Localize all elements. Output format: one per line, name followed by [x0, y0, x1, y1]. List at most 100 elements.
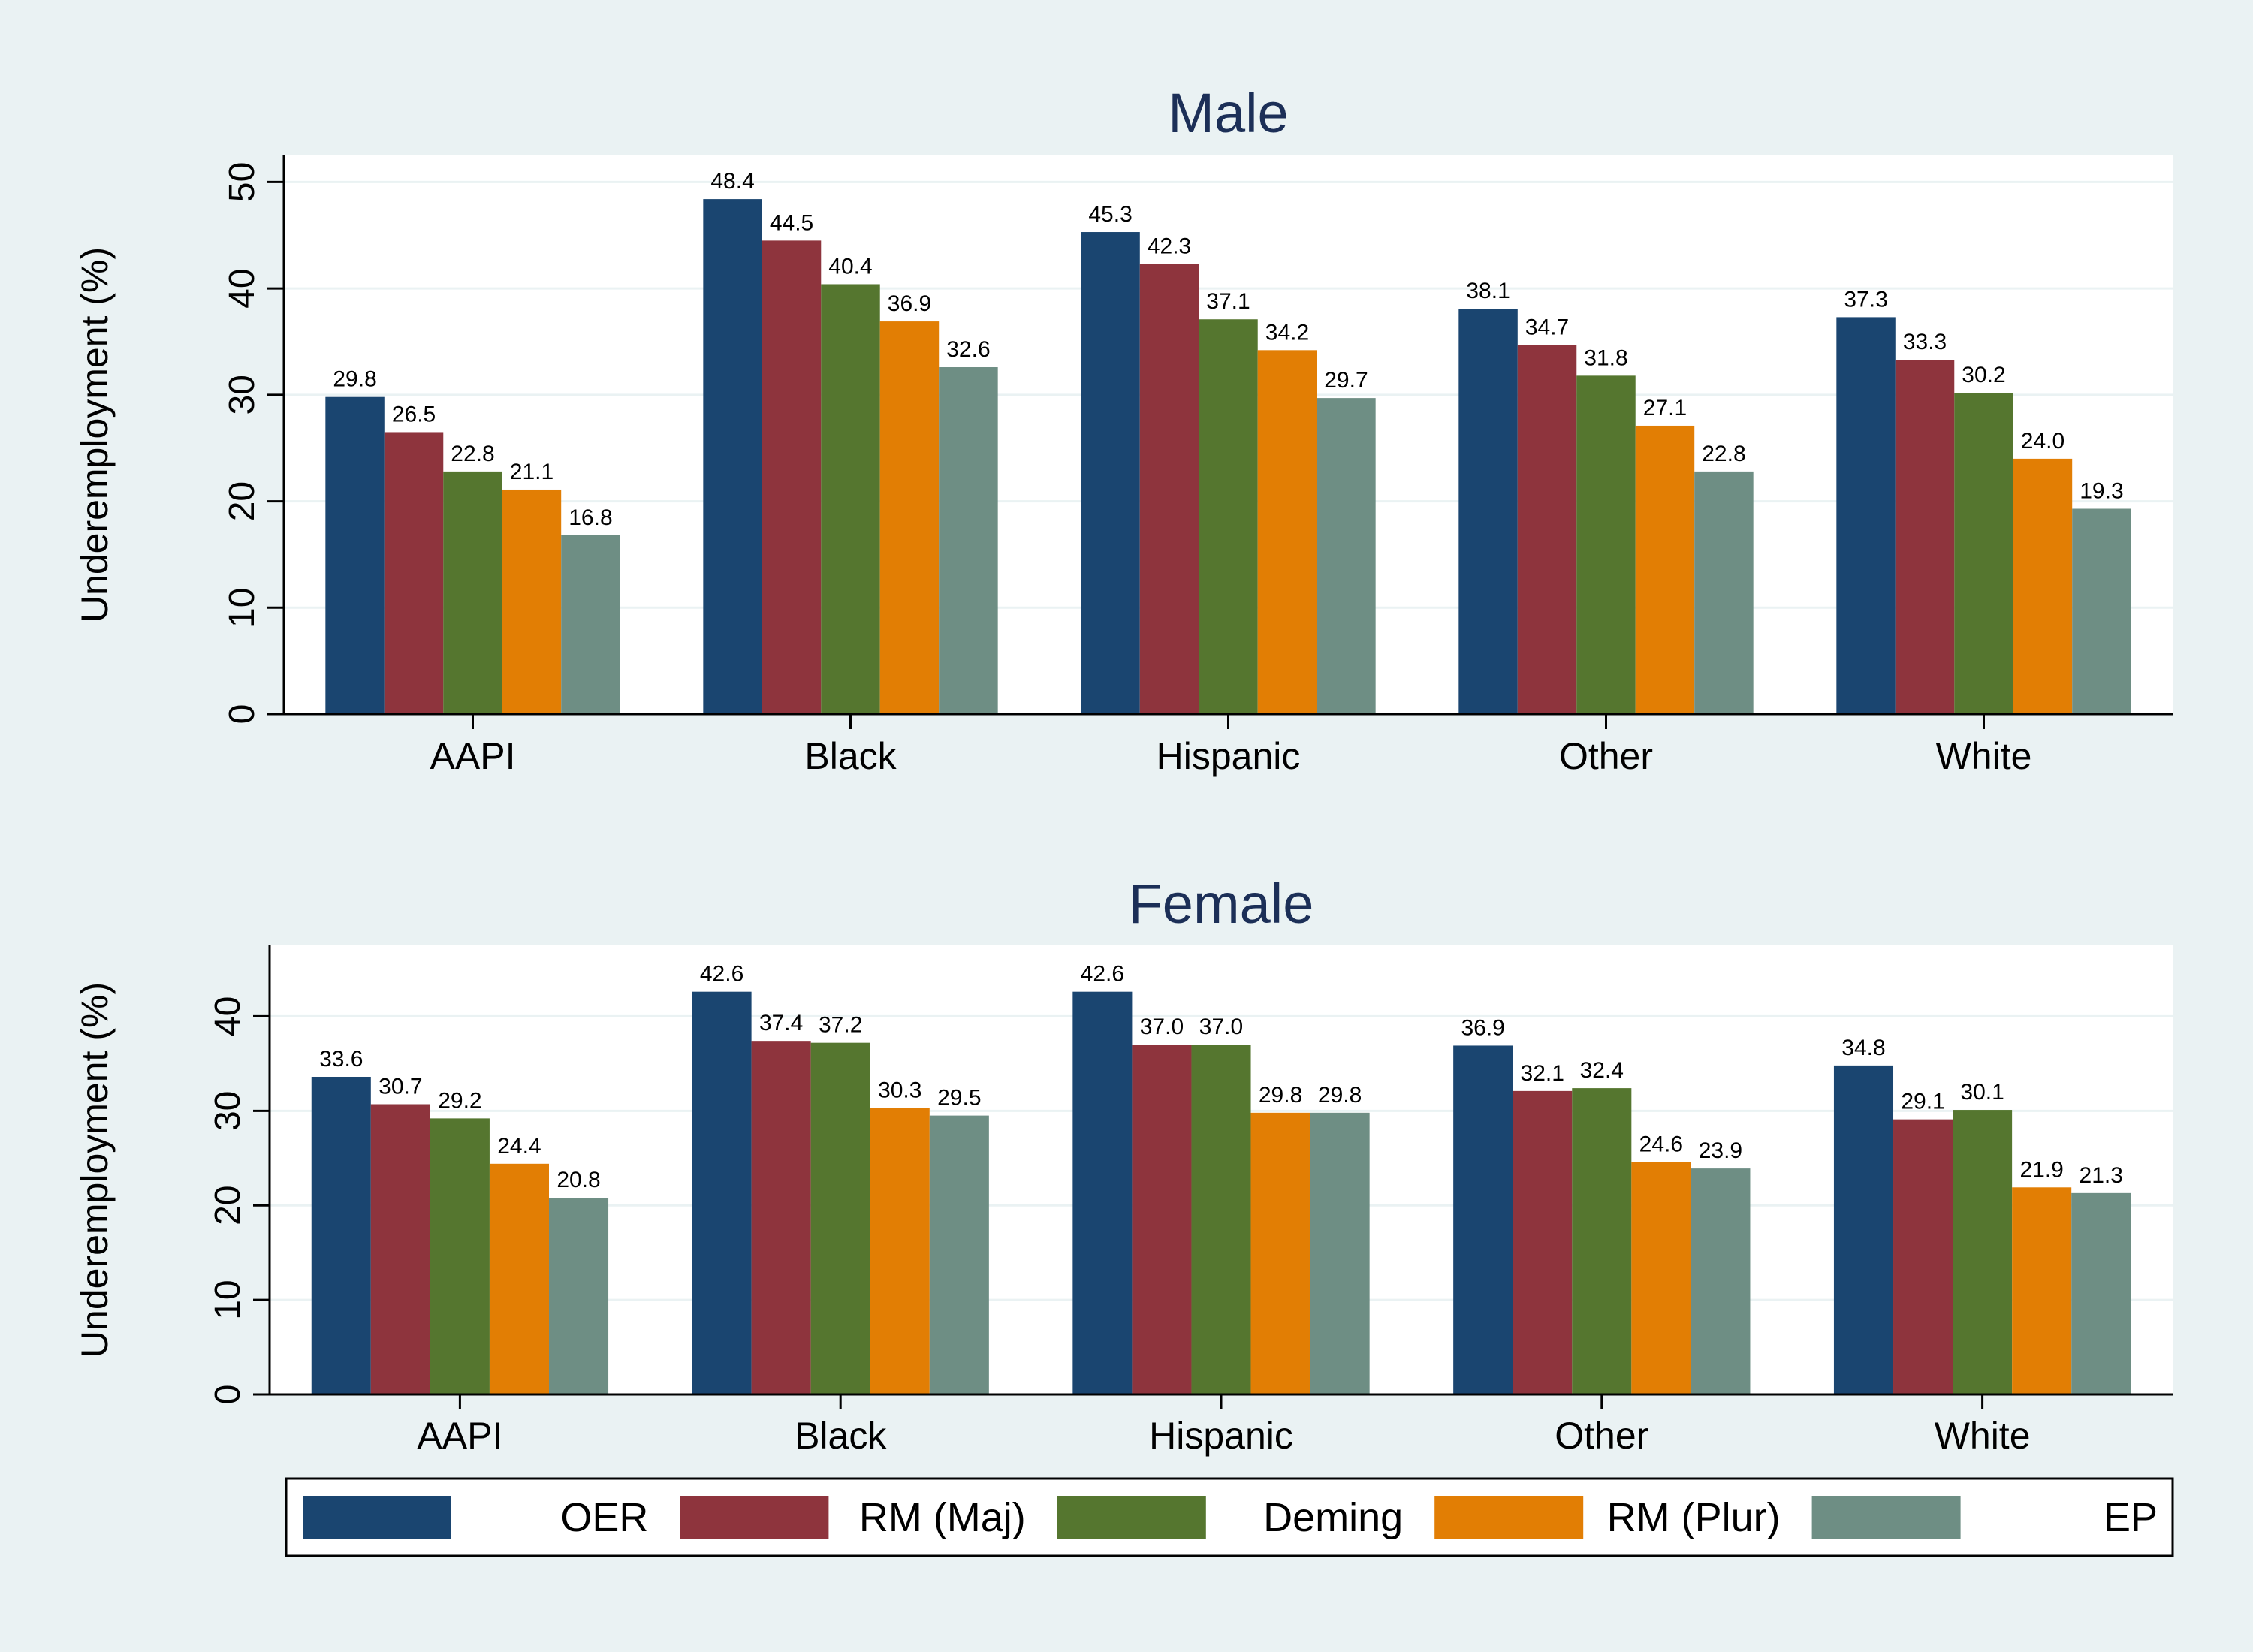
data-label: 33.6: [319, 1047, 363, 1072]
legend-swatch: [1811, 1496, 1961, 1539]
bar: [1257, 350, 1317, 714]
bar: [1576, 375, 1636, 714]
legend-swatch: [680, 1496, 829, 1539]
x-tick-label: Other: [1555, 1415, 1648, 1457]
data-label: 42.3: [1148, 234, 1191, 259]
y-tick-label: 0: [222, 704, 262, 725]
bar: [311, 1076, 371, 1394]
y-tick-label: 0: [208, 1385, 248, 1405]
y-tick-label: 10: [222, 588, 262, 628]
bar: [1954, 393, 2013, 714]
bar: [370, 1104, 430, 1394]
legend: OER RM (Maj) Deming RM (Plur) EP: [285, 1477, 2174, 1557]
data-label: 44.5: [770, 210, 813, 235]
data-label: 37.2: [819, 1013, 862, 1038]
bar: [1191, 1045, 1251, 1394]
data-label: 37.4: [759, 1011, 803, 1036]
bar: [2072, 508, 2131, 714]
y-tick-label: 30: [208, 1091, 248, 1131]
bar: [821, 284, 880, 715]
bar: [939, 367, 998, 714]
legend-label: RM (Maj): [859, 1495, 1026, 1540]
data-label: 29.1: [1901, 1090, 1944, 1114]
y-tick-label: 20: [222, 481, 262, 521]
y-tick-label: 50: [222, 162, 262, 202]
bar: [430, 1118, 490, 1394]
legend-swatch: [1434, 1496, 1584, 1539]
bar: [1139, 264, 1199, 714]
bar: [2012, 1187, 2072, 1394]
legend-label: RM (Plur): [1607, 1495, 1781, 1540]
data-label: 48.4: [710, 169, 754, 194]
bar: [325, 396, 385, 714]
bar: [1893, 1119, 1953, 1394]
bar: [1513, 1090, 1573, 1394]
data-label: 38.1: [1466, 279, 1510, 303]
bar: [443, 471, 502, 714]
data-label: 37.0: [1140, 1014, 1184, 1039]
bar: [2071, 1192, 2131, 1394]
data-label: 37.0: [1199, 1014, 1243, 1039]
bar: [1453, 1045, 1513, 1394]
bar: [1199, 319, 1258, 714]
bar: [810, 1042, 870, 1394]
bar: [548, 1198, 609, 1394]
data-label: 22.8: [451, 442, 494, 466]
bar: [870, 1108, 930, 1394]
y-tick-label: 20: [208, 1186, 248, 1225]
bar: [1836, 317, 1896, 714]
bar: [1310, 1112, 1370, 1394]
data-label: 34.7: [1525, 315, 1569, 339]
female-panel: Female Underemployment (%) 33.6 42.6 42.6 36.…: [74, 873, 2173, 1457]
data-label: 34.8: [1841, 1036, 1885, 1060]
data-label: 21.9: [2019, 1157, 2063, 1182]
bar: [561, 535, 620, 714]
bar: [762, 240, 822, 714]
x-tick-label: White: [1935, 1415, 2031, 1457]
data-label: 27.1: [1643, 396, 1687, 421]
data-label: 29.7: [1324, 368, 1368, 393]
y-tick-label: 10: [208, 1280, 248, 1319]
data-label: 30.7: [379, 1075, 422, 1099]
x-tick-label: White: [1936, 735, 2032, 777]
data-label: 36.9: [888, 291, 931, 316]
bar: [1072, 991, 1133, 1394]
bar: [929, 1115, 989, 1394]
bar: [1572, 1088, 1632, 1394]
bar: [1833, 1065, 1894, 1394]
data-label: 30.2: [1962, 363, 2005, 387]
data-label: 32.1: [1521, 1061, 1564, 1086]
y-tick-label: 40: [222, 268, 262, 308]
bar: [1694, 471, 1754, 714]
x-tick-label: Black: [795, 1415, 887, 1457]
data-label: 29.8: [1259, 1083, 1302, 1108]
x-tick-label: Hispanic: [1149, 1415, 1293, 1457]
data-label: 32.6: [946, 337, 990, 362]
data-label: 21.1: [510, 460, 553, 484]
data-label: 26.5: [392, 402, 436, 427]
bar: [1317, 398, 1376, 714]
data-label: 29.8: [1318, 1083, 1362, 1108]
chart-title: Male: [1168, 82, 1288, 144]
data-label: 30.3: [878, 1078, 921, 1103]
data-label: 32.4: [1580, 1058, 1624, 1083]
data-label: 29.5: [937, 1086, 981, 1111]
bar: [1953, 1110, 2013, 1394]
data-label: 34.2: [1265, 320, 1309, 345]
data-label: 24.0: [2021, 429, 2064, 454]
x-tick-label: AAPI: [430, 735, 516, 777]
data-label: 21.3: [2080, 1163, 2123, 1188]
bar: [703, 199, 762, 714]
data-label: 30.1: [1960, 1080, 2004, 1105]
data-label: 37.1: [1206, 289, 1250, 314]
bar: [692, 991, 752, 1394]
bar: [1081, 232, 1140, 714]
data-label: 29.2: [438, 1088, 481, 1113]
legend-swatch: [1057, 1496, 1206, 1539]
data-label: 23.9: [1699, 1138, 1742, 1163]
x-tick-label: AAPI: [417, 1415, 502, 1457]
x-tick-label: Black: [804, 735, 897, 777]
legend-swatch: [303, 1496, 451, 1539]
bar: [1250, 1112, 1310, 1394]
